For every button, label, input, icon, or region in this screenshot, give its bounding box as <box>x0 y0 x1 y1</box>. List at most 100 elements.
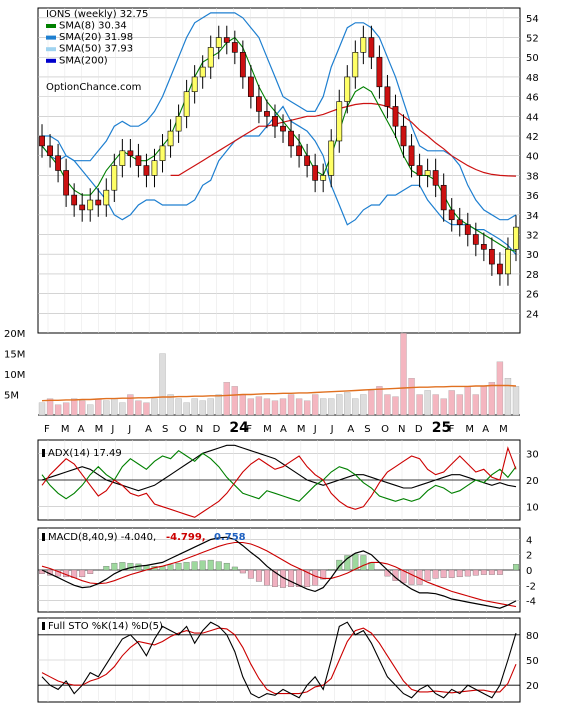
price-tick-label: 52 <box>526 34 539 45</box>
x-tick-label: F <box>449 424 455 435</box>
candle-body <box>304 155 311 166</box>
macd-histogram-bar <box>440 569 447 578</box>
macd-value-label: -4.799, <box>166 532 206 543</box>
x-tick-label: O <box>381 424 389 435</box>
candle-body <box>448 209 455 221</box>
legend-label: SMA(50) 37.93 <box>59 44 133 55</box>
candle-body <box>199 66 206 78</box>
macd-histogram-bar <box>328 569 335 571</box>
macd-histogram-bar <box>167 564 174 571</box>
legend-swatch <box>46 47 56 52</box>
candle-body <box>191 76 198 93</box>
candle-body <box>39 135 45 147</box>
macd-histogram-bar <box>448 569 455 578</box>
macd-histogram-bar <box>288 569 294 587</box>
candle-body <box>480 244 487 250</box>
price-tick-label: 54 <box>526 14 539 25</box>
legend-label: SMA(20) 31.98 <box>59 32 133 43</box>
volume-bar <box>223 382 230 416</box>
volume-bar <box>79 400 86 416</box>
macd-histogram-bar <box>513 564 519 571</box>
price-tick-label: 40 <box>526 152 539 163</box>
candle-body <box>256 96 262 112</box>
legend-swatch <box>46 58 56 63</box>
x-tick-label: A <box>280 424 287 435</box>
candle-body <box>472 234 479 245</box>
volume-bar <box>191 398 198 416</box>
candle-body <box>360 37 367 53</box>
candle-body <box>207 47 214 68</box>
volume-bar <box>255 396 263 416</box>
macd-histogram-bar <box>320 569 327 580</box>
volume-bar <box>424 390 431 416</box>
price-tick-label: 30 <box>526 250 539 261</box>
volume-bar <box>303 400 311 416</box>
candle-body <box>392 106 399 127</box>
volume-bar <box>464 386 471 416</box>
macd-histogram-bar <box>352 553 359 571</box>
volume-bar <box>392 396 399 416</box>
macd-tick-label: 2 <box>526 551 532 562</box>
candle-body <box>111 165 118 191</box>
volume-bar <box>360 394 367 416</box>
candle-body <box>376 56 383 88</box>
stochastic-tick-label: 20 <box>526 681 539 692</box>
macd-histogram-bar <box>496 569 503 575</box>
x-tick-label: 24 <box>229 420 249 436</box>
x-tick-label: S <box>364 424 370 435</box>
volume-bar <box>480 386 488 416</box>
candle-body <box>368 37 375 58</box>
candle-body <box>95 199 102 206</box>
x-tick-label: M <box>499 424 508 435</box>
candle-body <box>408 145 415 166</box>
macd-histogram-bar <box>207 559 214 571</box>
volume-bar <box>71 398 78 416</box>
price-tick-label: 26 <box>526 290 539 301</box>
candle-body <box>143 165 150 176</box>
candle-body <box>63 170 70 196</box>
volume-bar <box>328 398 335 416</box>
candle-body <box>384 86 391 107</box>
volume-bar <box>344 392 351 416</box>
volume-bar <box>384 394 391 416</box>
volume-average-line <box>41 384 517 402</box>
candle-body <box>231 42 238 53</box>
date-axis: F M A M J J A S O N D 24F M A M J J A S O N D 25F M A M <box>44 420 508 436</box>
x-tick-label: J <box>313 424 317 435</box>
candle-body <box>440 184 447 211</box>
candle-body <box>296 145 302 157</box>
candle-body <box>119 150 126 166</box>
candle-body <box>55 155 61 171</box>
volume-bar <box>440 398 447 416</box>
candle-body <box>344 76 351 102</box>
macd-histogram-bar <box>480 569 487 575</box>
sto-legend-swatch <box>42 622 45 630</box>
minus-di-line <box>41 446 517 518</box>
watermark: OptionChance.com <box>46 82 141 93</box>
volume-tick-label: 10M <box>4 370 25 381</box>
candle-body <box>416 165 423 176</box>
price-tick-label: 46 <box>526 93 539 104</box>
candle-body <box>183 91 190 117</box>
price-tick-label: 32 <box>526 231 539 242</box>
x-tick-label: A <box>482 424 489 435</box>
candle-body <box>167 130 174 147</box>
volume-bar <box>512 386 520 416</box>
macd-histogram-bar <box>464 569 471 577</box>
volume-bar <box>352 398 359 416</box>
macd-histogram-bar <box>255 569 262 582</box>
x-tick-label: D <box>415 424 423 435</box>
candle-body <box>400 125 407 147</box>
candle-body <box>87 199 94 211</box>
volume-tick-label: 5M <box>4 391 19 402</box>
price-tick-label: 28 <box>526 270 539 281</box>
macd-histogram-bar <box>408 569 415 585</box>
legend-label: SMA(200) <box>59 55 108 66</box>
volume-bar <box>175 398 182 416</box>
macd-histogram-bar <box>312 569 319 586</box>
macd-histogram-bar <box>456 569 463 578</box>
candle-body <box>336 101 343 142</box>
macd-signal-line <box>41 541 517 608</box>
volume-bar <box>207 398 214 416</box>
